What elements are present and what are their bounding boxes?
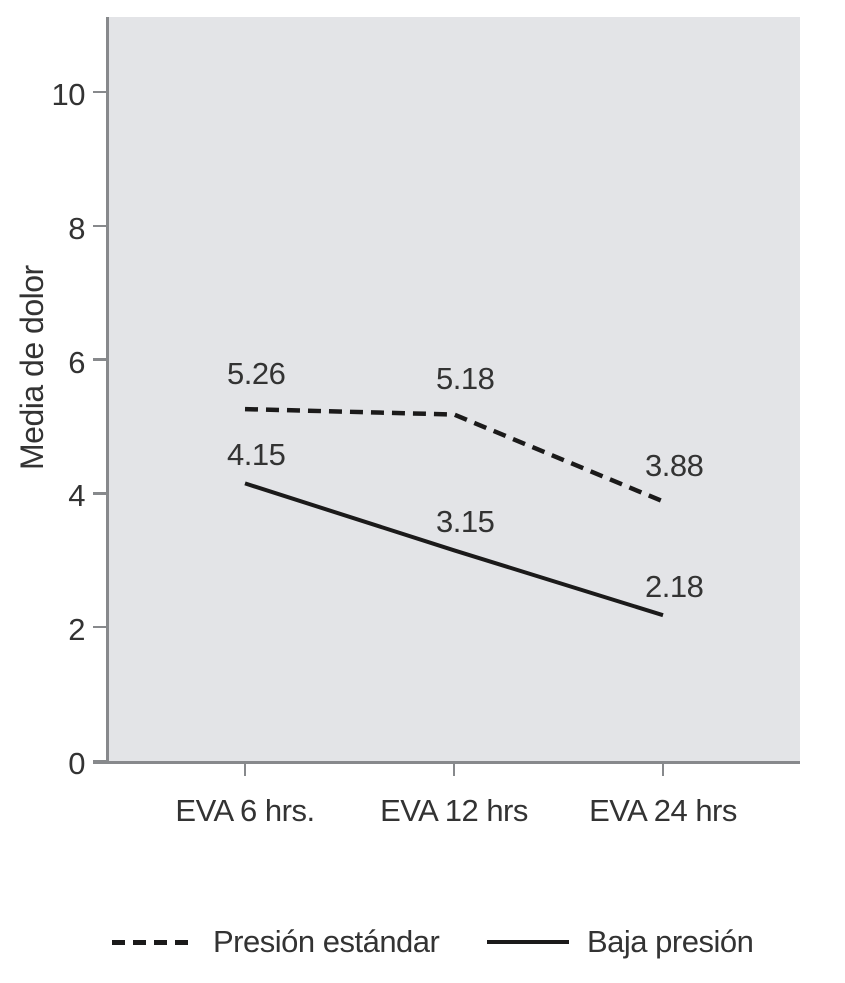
data-label: 5.26 [227, 356, 286, 392]
data-label: 3.15 [436, 504, 495, 540]
y-axis-line [106, 17, 109, 761]
data-label: 3.88 [645, 448, 704, 484]
x-tick-label: EVA 6 hrs. [175, 793, 315, 828]
y-tick-mark [93, 625, 108, 629]
x-tick-mark [452, 763, 456, 776]
x-tick-mark [243, 763, 247, 776]
y-tick-mark [93, 224, 108, 228]
data-label: 2.18 [645, 569, 704, 605]
x-tick-label: EVA 24 hrs [589, 793, 737, 828]
y-tick-label: 2 [68, 612, 85, 648]
y-tick-mark [93, 358, 108, 361]
series-line-presion-estandar [244, 406, 664, 504]
y-tick-label: 8 [68, 210, 85, 246]
y-tick-mark [93, 492, 108, 495]
y-tick-mark [93, 759, 108, 763]
data-label: 5.18 [436, 361, 495, 397]
x-tick-label: EVA 12 hrs [380, 793, 528, 828]
x-axis-line [93, 761, 800, 764]
y-tick-label: 10 [51, 77, 86, 112]
x-tick-mark [661, 763, 665, 776]
data-label: 4.15 [227, 437, 286, 473]
y-tick-mark [93, 90, 108, 94]
y-tick-label: 6 [68, 344, 85, 380]
y-tick-label: 4 [68, 478, 85, 514]
series-line-baja-presion [244, 481, 664, 618]
y-tick-label: 0 [68, 746, 85, 781]
plot-area [108, 17, 800, 761]
